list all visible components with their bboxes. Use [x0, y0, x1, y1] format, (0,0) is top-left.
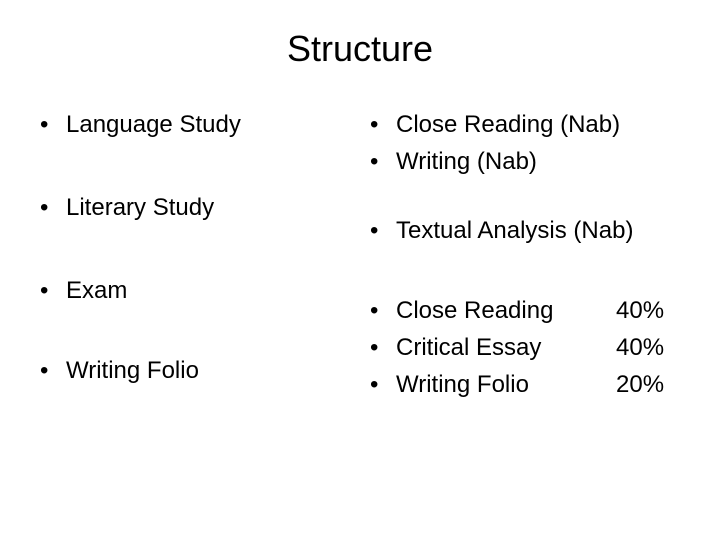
bullet-icon: •	[370, 292, 396, 329]
left-column: • Language Study • Literary Study • Exam…	[40, 106, 350, 449]
list-item: • Close Reading 40%	[370, 292, 680, 329]
item-label: Writing Folio	[66, 352, 350, 389]
bullet-icon: •	[370, 329, 396, 366]
bullet-icon: •	[40, 272, 66, 309]
item-percent: 20%	[616, 366, 680, 403]
list-item: • Writing (Nab)	[370, 143, 680, 180]
item-label: Writing (Nab)	[396, 143, 680, 180]
item-label: Critical Essay	[396, 329, 608, 366]
bullet-icon: •	[370, 106, 396, 143]
left-group-3: • Writing Folio	[40, 352, 350, 389]
list-item: • Critical Essay 40%	[370, 329, 680, 366]
item-label: Writing Folio	[396, 366, 608, 403]
bullet-icon: •	[40, 352, 66, 389]
list-item: • Language Study	[40, 106, 350, 143]
list-item: • Close Reading (Nab)	[370, 106, 680, 143]
item-label: Close Reading (Nab)	[396, 106, 680, 143]
left-group-2: • Exam	[40, 272, 350, 309]
list-item: • Exam	[40, 272, 350, 309]
list-item: • Writing Folio	[40, 352, 350, 389]
right-group-0: • Close Reading (Nab) • Writing (Nab)	[370, 106, 680, 180]
bullet-icon: •	[370, 212, 396, 249]
bullet-icon: •	[370, 143, 396, 180]
item-percent: 40%	[616, 329, 680, 366]
bullet-icon: •	[40, 189, 66, 226]
two-column-layout: • Language Study • Literary Study • Exam…	[40, 106, 680, 449]
item-label: Textual Analysis (Nab)	[396, 212, 680, 249]
item-label: Exam	[66, 272, 350, 309]
bullet-icon: •	[370, 366, 396, 403]
item-label: Language Study	[66, 106, 350, 143]
list-item: • Literary Study	[40, 189, 350, 226]
right-group-2: • Close Reading 40% • Critical Essay 40%…	[370, 292, 680, 404]
item-percent: 40%	[616, 292, 680, 329]
left-group-1: • Literary Study	[40, 189, 350, 226]
list-item: • Writing Folio 20%	[370, 366, 680, 403]
left-group-0: • Language Study	[40, 106, 350, 143]
item-label: Literary Study	[66, 189, 350, 226]
list-item: • Textual Analysis (Nab)	[370, 212, 680, 249]
right-group-1: • Textual Analysis (Nab)	[370, 212, 680, 249]
item-label: Close Reading	[396, 292, 608, 329]
slide-title: Structure	[40, 28, 680, 70]
bullet-icon: •	[40, 106, 66, 143]
right-column: • Close Reading (Nab) • Writing (Nab) • …	[370, 106, 680, 449]
